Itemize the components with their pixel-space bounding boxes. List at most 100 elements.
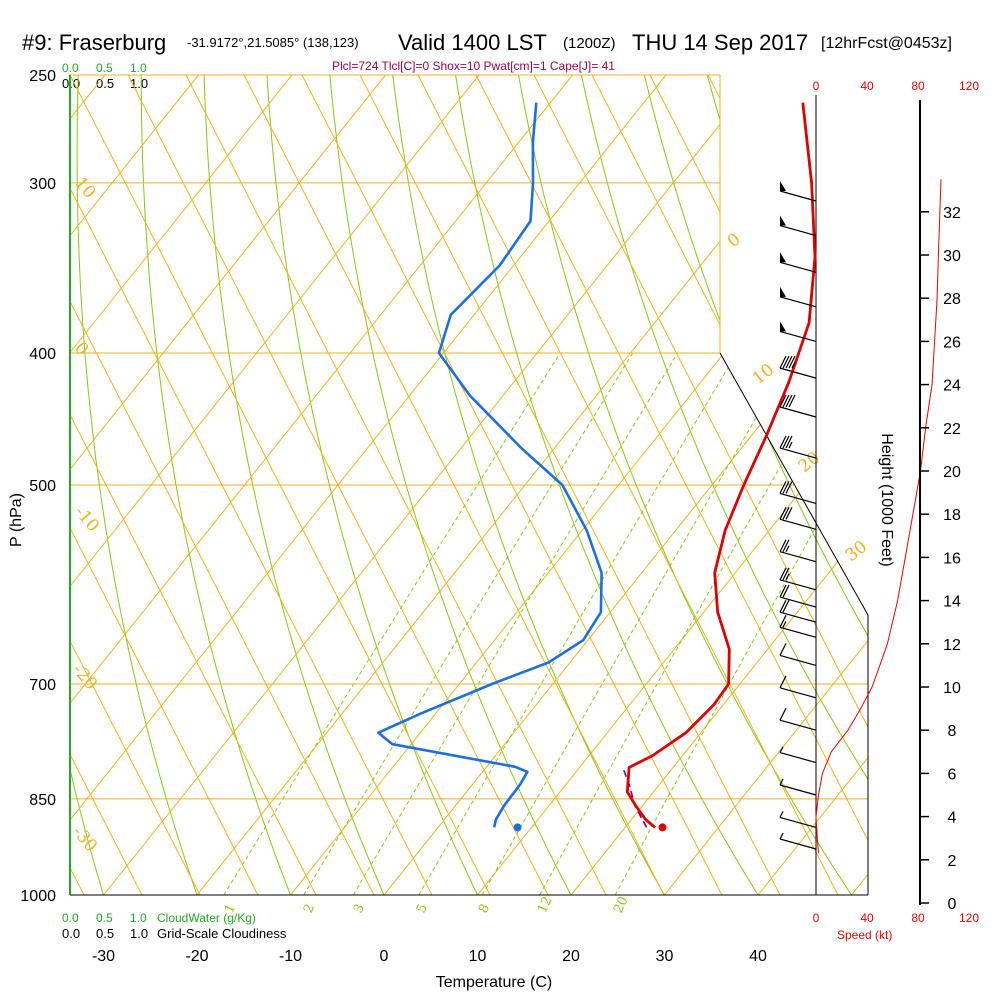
cloudiness-label: Grid-Scale Cloudiness (157, 926, 287, 941)
speed-tick-top-0: 0 (813, 79, 820, 93)
dry-adiabat (140, 75, 303, 895)
dry-adiabat (949, 51, 1000, 924)
wind-barb (779, 355, 817, 379)
pressure-tick-label: 300 (29, 176, 56, 193)
height-tick-label: 22 (943, 421, 961, 438)
isotherm (70, 75, 398, 895)
dry-adiabat (0, 51, 18, 924)
parcel-path-line (622, 768, 648, 828)
wind-barb (779, 778, 817, 796)
grid-layer (0, 51, 1000, 924)
dry-adiabat (265, 75, 493, 895)
isotherm (70, 75, 492, 895)
mixing-ratio-label: 5 (414, 902, 431, 916)
mixing-ratio-line (418, 352, 738, 895)
height-tick-label: 14 (943, 594, 961, 611)
cloud-scale-bottom-green-1: 0.5 (96, 911, 113, 925)
isotherm (70, 75, 585, 895)
pressure-tick-label: 850 (29, 792, 56, 809)
height-tick-label: 28 (943, 291, 961, 308)
dry-adiabat (575, 75, 868, 895)
surface-dewpoint-marker (513, 823, 522, 832)
speed-tick-top-1: 40 (860, 79, 874, 93)
wind-barb (779, 599, 817, 623)
isotherm-label: 20 (795, 448, 824, 477)
cloud-scale-bottom-black-1: 0.5 (96, 926, 114, 941)
wind-barbs (779, 181, 817, 850)
speed-tick-bottom-2: 80 (911, 911, 925, 925)
wind-barb (779, 675, 817, 699)
wind-barb (779, 252, 817, 273)
plot-frame (69, 74, 869, 896)
x-axis-title: Temperature (C) (436, 974, 552, 991)
isotherm-label-left: 10 (70, 173, 99, 202)
valid-zulu: (1200Z) (563, 35, 616, 52)
profiles-layer (377, 102, 817, 832)
wind-barb (779, 584, 817, 608)
height-tick-label: 20 (943, 464, 961, 481)
height-tick-label: 24 (943, 378, 961, 395)
isotherm-label: 30 (842, 537, 871, 566)
cloud-scale-top-green-1: 0.5 (96, 61, 113, 75)
wind-speed-line (815, 179, 942, 854)
cloud-scale-bottom-green-2: 1.0 (130, 911, 147, 925)
cloud-scale-bottom-green-0: 0.0 (62, 911, 79, 925)
temperature-tick-label: 0 (380, 948, 389, 965)
height-tick-label: 16 (943, 550, 961, 567)
frame-diagonal (719, 352, 869, 616)
wind-barb (779, 394, 817, 418)
pressure-tick-label: 500 (29, 478, 56, 495)
speed-tick-bottom-3: 120 (959, 911, 979, 925)
cloud-scale-top: 0.0 0.5 1.0 0.0 0.5 1.0 (62, 61, 148, 91)
speed-tick-top-3: 120 (959, 79, 979, 93)
pressure-tick-label: 250 (29, 68, 56, 85)
temperature-tick-label: 20 (562, 948, 580, 965)
speed-tick-bottom-1: 40 (860, 911, 874, 925)
moist-adiabat (70, 75, 201, 895)
dry-adiabat (887, 51, 1000, 924)
cloud-scale-bottom-black-0: 0.0 (62, 926, 80, 941)
mixing-ratio-line (352, 352, 679, 895)
forecast-label: [12hrFcst@0453z] (821, 35, 952, 52)
surface-temperature-marker (658, 823, 667, 832)
isotherm (70, 75, 305, 895)
dry-adiabat (76, 75, 208, 895)
temperature-profile-line (625, 102, 817, 829)
wind-barb (779, 507, 817, 530)
moist-adiabat (70, 75, 143, 895)
mixing-ratio-label: 2 (301, 902, 318, 916)
station-coords: -31.9172°,21.5085° (138,123) (187, 35, 359, 50)
isotherm-label-left: -10 (70, 502, 103, 536)
wind-barb (779, 539, 817, 563)
dry-adiabat (824, 75, 868, 895)
speed-profile (815, 179, 942, 854)
mixing-ratio-line (481, 352, 795, 895)
wind-barb (779, 643, 817, 666)
isotherm (641, 75, 868, 895)
moist-adiabat (70, 75, 259, 895)
cloud-scale-top-black-1: 0.5 (96, 76, 114, 91)
isotherm (547, 75, 868, 895)
height-tick-label: 30 (943, 248, 961, 265)
isotherm (70, 75, 679, 895)
y-axis-title: P (hPa) (8, 493, 25, 547)
height-tick-label: 8 (948, 723, 957, 740)
height-tick-label: 10 (943, 680, 961, 697)
temperature-tick-label: 10 (469, 948, 487, 965)
temperature-tick-label: -10 (279, 948, 302, 965)
dry-adiabat (451, 75, 777, 895)
isotherm (360, 75, 868, 895)
height-tick-label: 12 (943, 637, 961, 654)
speed-tick-top-2: 80 (911, 79, 925, 93)
isotherm (70, 75, 118, 895)
mixing-ratio-label: 3 (351, 902, 368, 916)
valid-date: THU 14 Sep 2017 (632, 30, 808, 55)
wind-barb (779, 481, 817, 504)
wind-barb (779, 286, 817, 308)
isotherm (734, 75, 868, 895)
isotherm (70, 75, 211, 895)
temperature-tick-label: -20 (185, 948, 208, 965)
temperature-tick-label: 40 (749, 948, 767, 965)
dry-adiabat (202, 75, 398, 895)
